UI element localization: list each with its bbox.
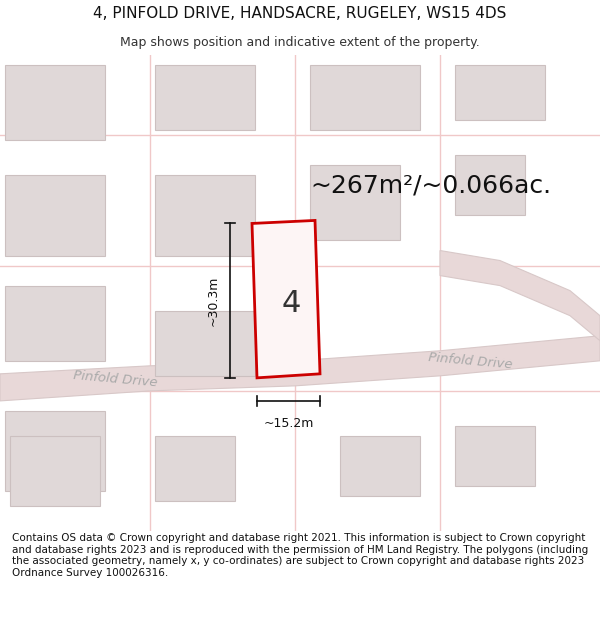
- Bar: [310, 165, 400, 241]
- Text: Map shows position and indicative extent of the property.: Map shows position and indicative extent…: [120, 36, 480, 49]
- Bar: [155, 65, 255, 130]
- Bar: [5, 411, 105, 491]
- Text: ~267m²/~0.066ac.: ~267m²/~0.066ac.: [310, 173, 551, 198]
- Text: Contains OS data © Crown copyright and database right 2021. This information is : Contains OS data © Crown copyright and d…: [12, 533, 588, 578]
- Bar: [455, 426, 535, 486]
- Text: 4, PINFOLD DRIVE, HANDSACRE, RUGELEY, WS15 4DS: 4, PINFOLD DRIVE, HANDSACRE, RUGELEY, WS…: [94, 6, 506, 21]
- Text: 4: 4: [281, 289, 301, 318]
- Bar: [455, 65, 545, 120]
- Bar: [455, 155, 525, 216]
- Polygon shape: [252, 221, 320, 378]
- Bar: [155, 176, 255, 256]
- Polygon shape: [0, 336, 600, 401]
- Bar: [340, 436, 420, 496]
- Text: ~30.3m: ~30.3m: [207, 276, 220, 326]
- Bar: [155, 436, 235, 501]
- Bar: [5, 65, 105, 140]
- Text: ~15.2m: ~15.2m: [263, 417, 314, 430]
- Bar: [155, 311, 255, 376]
- Text: Pinfold Drive: Pinfold Drive: [73, 369, 158, 389]
- Bar: [310, 65, 420, 130]
- Bar: [5, 286, 105, 361]
- Text: Pinfold Drive: Pinfold Drive: [427, 351, 512, 371]
- Bar: [5, 176, 105, 256]
- Bar: [10, 436, 100, 506]
- Polygon shape: [440, 251, 600, 341]
